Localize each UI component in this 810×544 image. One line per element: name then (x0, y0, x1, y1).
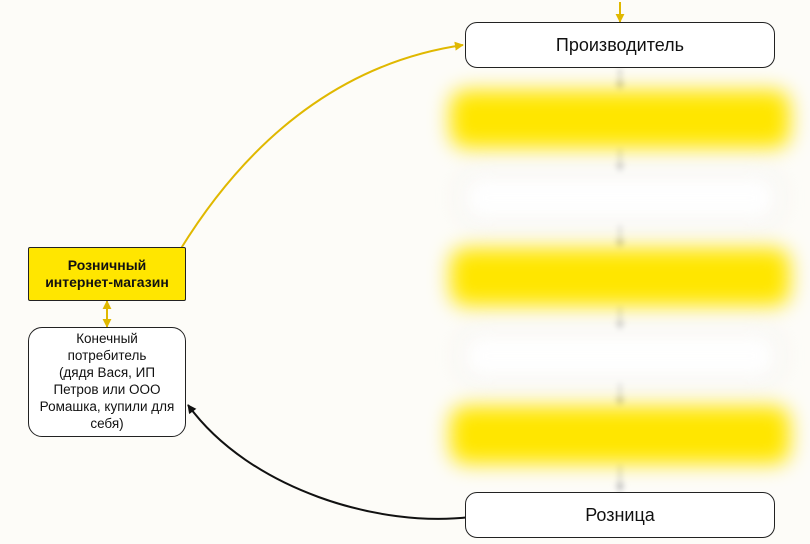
node-b3 (450, 248, 790, 306)
node-consumer: Конечный потребитель (дядя Вася, ИП Петр… (28, 327, 186, 437)
node-b1 (450, 90, 790, 148)
node-b2 (460, 172, 780, 224)
node-retail: Розница (465, 492, 775, 538)
node-b5 (450, 406, 790, 464)
edge-retail_to_consumer (188, 405, 470, 519)
edge-shop_to_producer (180, 45, 463, 250)
node-b4 (460, 330, 780, 382)
node-online_shop: Розничный интернет-магазин (28, 247, 186, 301)
node-producer: Производитель (465, 22, 775, 68)
